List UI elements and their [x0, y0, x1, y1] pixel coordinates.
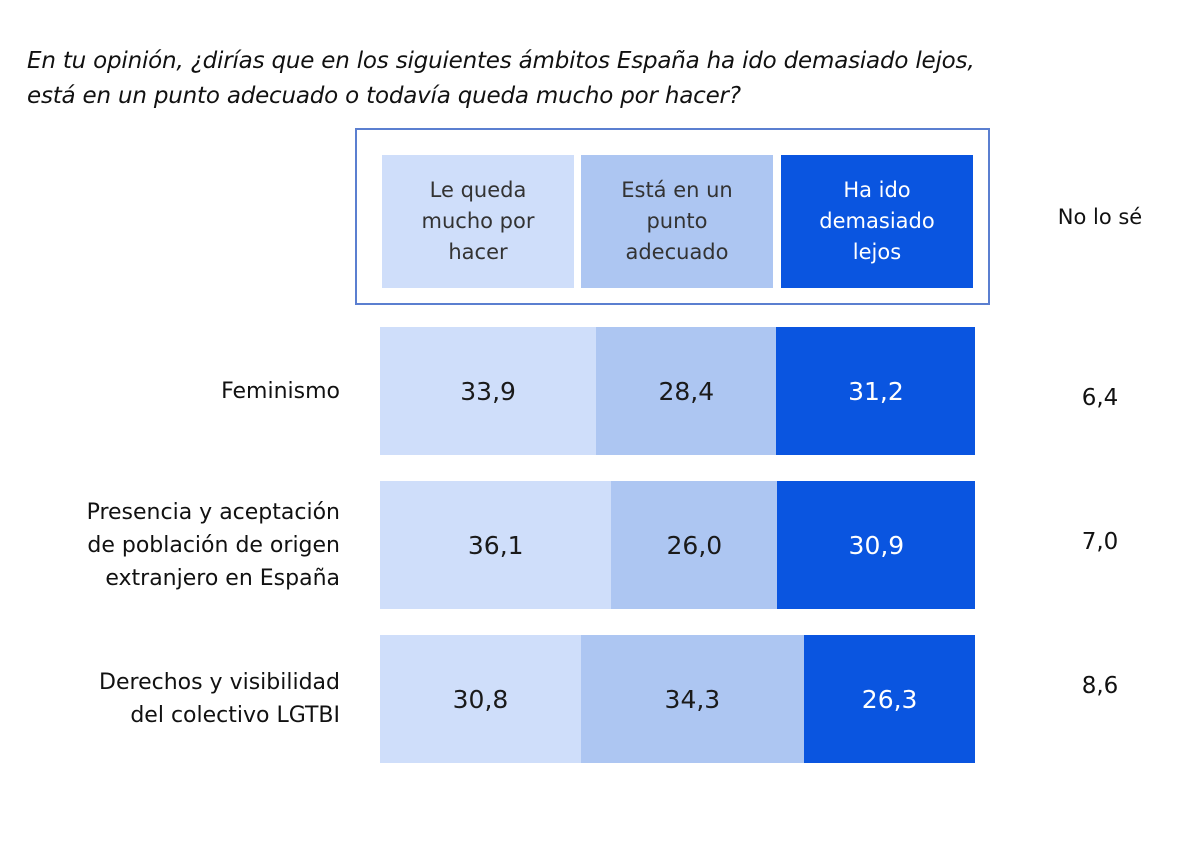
legend-box [355, 128, 990, 305]
no-sabe-header: No lo sé [1057, 205, 1143, 229]
title-line-2: está en un punto adecuado o todavía qued… [27, 83, 741, 109]
no-sabe-value: 6,4 [1081, 385, 1119, 411]
legend-label: Ha ido demasiado lejos [819, 178, 935, 264]
bar-segment: 28,4 [595, 327, 777, 455]
no-sabe-value: 7,0 [1081, 529, 1119, 555]
category-label: Presencia y aceptación de población de or… [86, 499, 340, 591]
legend-label: Está en un punto adecuado [621, 178, 733, 264]
data-label: 34,3 [664, 684, 721, 714]
chart-title: En tu opinión, ¿dirías que en los siguie… [27, 44, 975, 114]
bar-segment: 30,9 [777, 481, 976, 609]
legend-item-1: Está en un punto adecuado [581, 155, 773, 288]
category-label: Derechos y visibilidad del colectivo LGTB… [99, 670, 340, 728]
category-label: Feminismo [221, 378, 340, 404]
data-label: 30,9 [848, 530, 905, 560]
data-label: 33,9 [460, 376, 516, 406]
bar-segment: 36,1 [380, 481, 612, 609]
data-label: 31,2 [848, 376, 904, 406]
legend-label: Le queda mucho por hacer [421, 178, 535, 264]
data-label: 30,8 [452, 684, 509, 714]
data-label: 28,4 [658, 376, 715, 406]
bar-segment: 26,0 [610, 481, 778, 609]
legend-item-2: Ha ido demasiado lejos [781, 155, 973, 288]
data-label: 26,3 [861, 684, 918, 714]
data-label: 36,1 [467, 530, 524, 560]
bar-segment: 34,3 [580, 635, 805, 763]
title-line-1: En tu opinión, ¿dirías que en los siguie… [27, 48, 975, 74]
no-sabe-value: 8,6 [1081, 673, 1119, 699]
data-label: 26,0 [666, 530, 723, 560]
bar-segment: 30,8 [380, 635, 581, 763]
bar-segment: 26,3 [803, 635, 976, 763]
legend-item-0: Le queda mucho por hacer [382, 155, 574, 288]
bar-segment: 31,2 [776, 327, 976, 455]
bar-segment: 33,9 [380, 327, 597, 455]
